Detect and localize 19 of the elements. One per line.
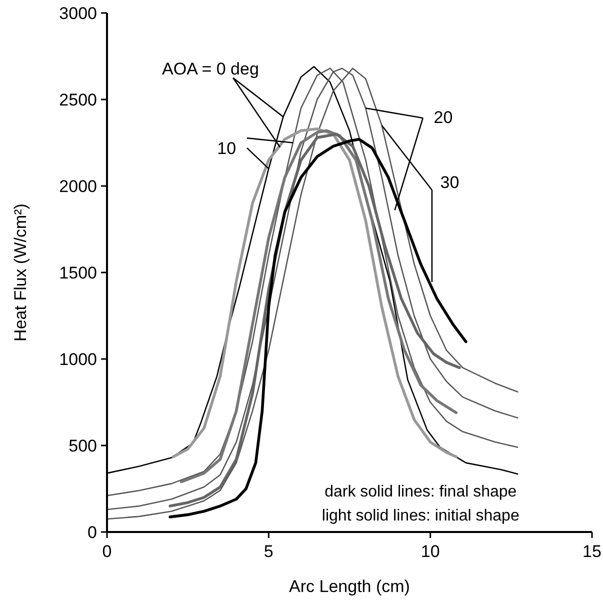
y-tick-label: 3000: [59, 4, 97, 23]
annotation: 30: [440, 173, 460, 192]
annotation: 10: [217, 138, 236, 158]
annotation: dark solid lines: final shape: [324, 483, 517, 500]
annotation: AOA = 0 deg: [162, 59, 259, 78]
x-axis-title: Arc Length (cm): [289, 577, 410, 596]
y-tick-label: 2000: [59, 177, 97, 196]
y-tick-label: 0: [88, 523, 97, 542]
y-axis-title: Heat Flux (W/cm²): [11, 204, 30, 342]
y-tick-label: 500: [68, 436, 97, 456]
y-tick-label: 1500: [59, 264, 97, 282]
annotation: 20: [434, 108, 453, 127]
x-tick-label: 5: [264, 542, 274, 561]
y-tick-label: 1000: [59, 350, 97, 369]
x-tick-label: 15: [582, 542, 602, 561]
annotation: light solid lines: initial shape: [322, 508, 520, 525]
x-tick-label: 10: [420, 542, 440, 561]
x-tick-label: 0: [102, 542, 112, 561]
y-tick-label: 2500: [59, 90, 97, 110]
